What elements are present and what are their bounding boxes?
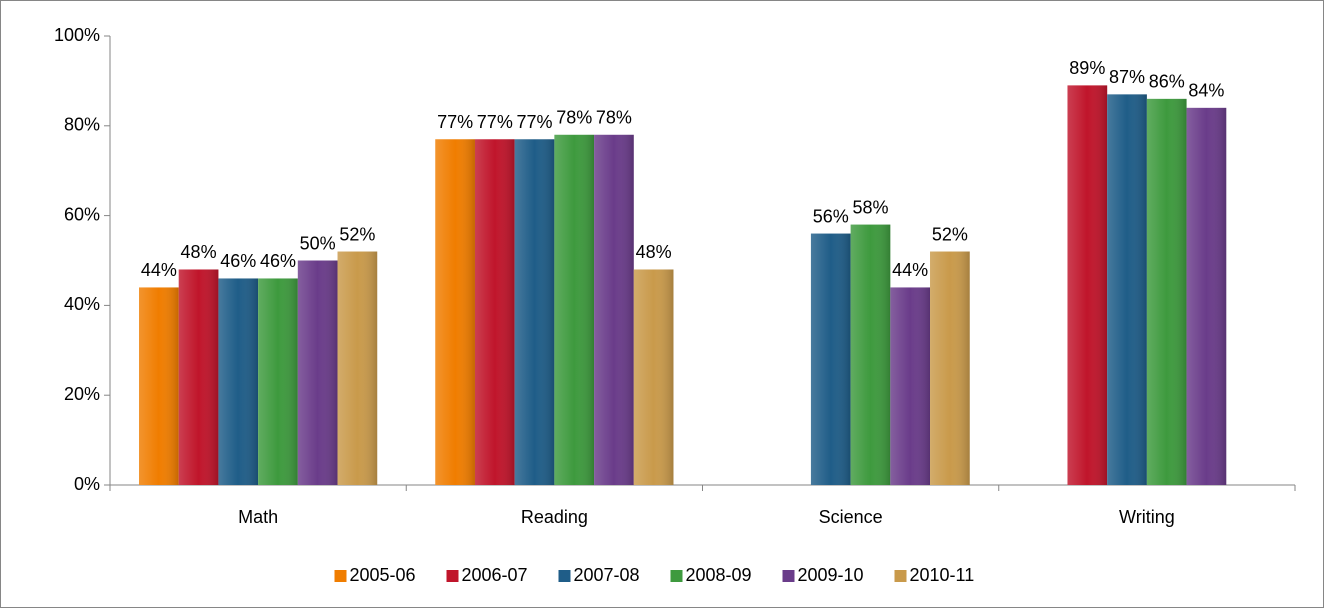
legend-swatch <box>558 570 571 582</box>
legend-label: 2006-07 <box>462 565 528 585</box>
bar-shade <box>594 134 634 485</box>
bar-shade <box>337 251 378 485</box>
bar-shade <box>474 139 515 485</box>
data-label: 87% <box>1109 67 1145 87</box>
legend-label: 2008-09 <box>686 565 752 585</box>
bar-shade <box>890 287 931 485</box>
legend-swatch <box>670 570 683 582</box>
bar-shade <box>633 269 674 485</box>
y-tick-label: 0% <box>74 474 100 494</box>
data-label: 86% <box>1149 72 1185 92</box>
bar-shade <box>297 260 338 485</box>
legend-label: 2009-10 <box>798 565 864 585</box>
bar-shade <box>218 278 259 485</box>
data-label: 44% <box>892 260 928 280</box>
bar-shade <box>1067 85 1108 485</box>
data-label: 77% <box>517 112 553 132</box>
x-tick-label: Reading <box>521 507 588 527</box>
data-label: 89% <box>1069 58 1105 78</box>
legend-label: 2007-08 <box>574 565 640 585</box>
data-label: 58% <box>852 197 888 217</box>
data-label: 56% <box>813 206 849 226</box>
data-label: 44% <box>141 260 177 280</box>
data-label: 78% <box>556 108 592 128</box>
legend-swatch <box>446 570 459 582</box>
bar-shade <box>435 139 475 485</box>
data-label: 77% <box>477 112 513 132</box>
x-tick-label: Math <box>238 507 278 527</box>
y-tick-label: 40% <box>64 294 100 314</box>
y-tick-label: 60% <box>64 204 100 224</box>
legend-swatch <box>334 570 347 582</box>
bar-shade <box>514 139 555 485</box>
bar-shade <box>178 269 219 485</box>
data-label: 46% <box>220 251 256 271</box>
data-label: 52% <box>339 224 375 244</box>
data-label: 84% <box>1188 81 1224 101</box>
bar-shade <box>1107 94 1147 486</box>
bar-shade <box>554 134 595 485</box>
legend-label: 2005-06 <box>350 565 416 585</box>
bar-shade <box>139 287 179 485</box>
x-tick-label: Writing <box>1119 507 1175 527</box>
y-tick-label: 80% <box>64 115 100 135</box>
legend-swatch <box>782 570 795 582</box>
data-label: 78% <box>596 108 632 128</box>
bar-shade <box>850 224 891 485</box>
bar-shade <box>258 278 298 485</box>
y-tick-label: 100% <box>54 25 100 45</box>
data-label: 48% <box>636 242 672 262</box>
x-tick-label: Science <box>819 507 883 527</box>
y-tick-label: 20% <box>64 384 100 404</box>
legend-swatch <box>894 570 907 582</box>
bar-shade <box>1186 107 1227 485</box>
bar-shade <box>1146 98 1187 486</box>
legend-label: 2010-11 <box>910 565 975 585</box>
data-label: 50% <box>300 233 336 253</box>
bar-shade <box>930 251 970 485</box>
data-label: 48% <box>181 242 217 262</box>
data-label: 52% <box>932 224 968 244</box>
data-label: 46% <box>260 251 296 271</box>
bar-shade <box>810 233 851 485</box>
data-label: 77% <box>437 112 473 132</box>
